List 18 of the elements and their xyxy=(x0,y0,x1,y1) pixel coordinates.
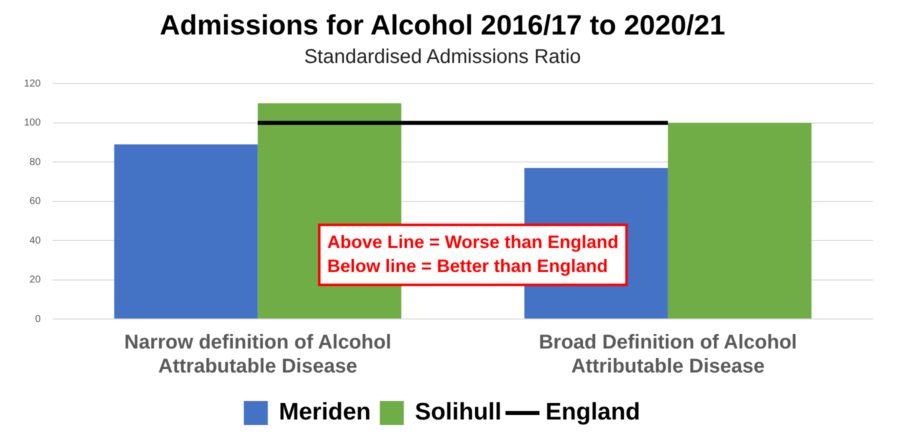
bar xyxy=(114,144,258,318)
legend-label: England xyxy=(546,398,640,426)
x-tick-label: Broad Definition of Alcohol Attributable Disease xyxy=(538,332,797,378)
legend-label: Meriden xyxy=(278,398,371,426)
bar xyxy=(668,122,812,318)
y-tick-label: 60 xyxy=(30,196,42,208)
chart-title: Admissions for Alcohol 2016/17 to 2020/21 xyxy=(160,10,726,41)
y-tick-label: 100 xyxy=(24,118,42,129)
annotation: Below line = Better than England xyxy=(327,256,608,276)
annotation: Above Line = Worse than England xyxy=(327,232,619,252)
chart-subtitle: Standardised Admissions Ratio xyxy=(304,46,581,68)
y-tick-label: 120 xyxy=(24,78,42,90)
y-tick-label: 20 xyxy=(30,274,42,286)
legend-label: Solihull xyxy=(414,398,502,426)
y-tick-label: 0 xyxy=(35,314,42,325)
x-tick-label: Narrow definition of Alcohol Attrabutable Disease xyxy=(124,332,392,378)
y-tick-label: 40 xyxy=(30,235,42,246)
y-tick-label: 80 xyxy=(30,156,42,168)
